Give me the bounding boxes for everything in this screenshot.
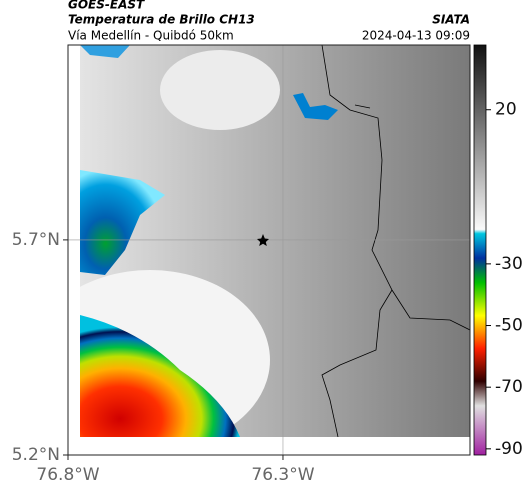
colorbar-tick-label: -50 [495, 316, 523, 336]
x-tick-label: 76.3°W [251, 465, 314, 485]
map-frame [67, 44, 471, 456]
location-marker [257, 234, 269, 246]
colorbar-tick-label: -70 [495, 377, 523, 397]
satellite-name: GOES-EAST [68, 0, 145, 12]
datetime: 2024-04-13 09:09 [362, 29, 470, 43]
subtitle: Vía Medellín - Quibdó 50km [68, 29, 234, 43]
colorbar-tick-label: -30 [495, 254, 523, 274]
x-tick-label: 76.8°W [36, 465, 99, 485]
title: Temperatura de Brillo CH13 [68, 13, 255, 27]
colorbar [473, 44, 487, 456]
satellite-image [80, 45, 470, 437]
colorbar-tick-label: 20 [495, 100, 517, 120]
y-tick-label: 5.7°N [12, 230, 60, 250]
y-tick-label: 5.2°N [12, 445, 60, 465]
source: SIATA [432, 13, 470, 27]
colorbar-tick-label: -90 [495, 439, 523, 459]
